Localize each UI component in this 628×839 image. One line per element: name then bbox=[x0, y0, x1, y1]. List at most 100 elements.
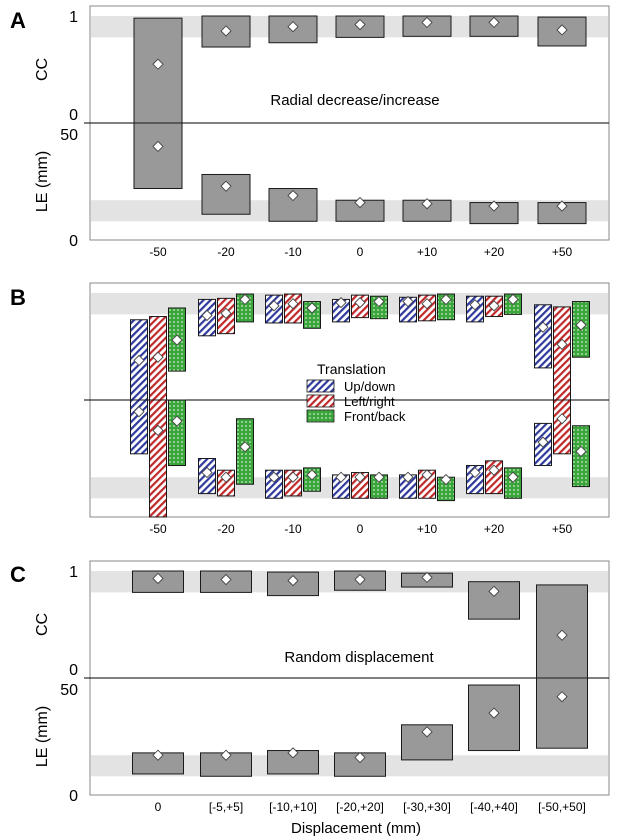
cc-median-marker-leftright bbox=[556, 338, 568, 350]
cc-median-marker-leftright bbox=[488, 300, 500, 312]
le-median-marker-updown bbox=[201, 466, 213, 479]
cc-median-marker bbox=[354, 18, 366, 31]
le-median-marker bbox=[287, 747, 299, 759]
cc-median-marker bbox=[152, 572, 164, 585]
tick-label-cc-1: 1 bbox=[69, 9, 78, 26]
le-median-marker-leftright bbox=[556, 413, 568, 425]
le-median-marker bbox=[220, 180, 232, 192]
x-tick-label: 0 bbox=[155, 800, 162, 814]
y-axis-label-cc: CC bbox=[34, 58, 51, 81]
cc-median-marker-updown bbox=[133, 354, 145, 367]
le-median-marker bbox=[287, 189, 299, 202]
cc-median-marker-frontback bbox=[373, 295, 385, 308]
le-median-marker bbox=[354, 751, 366, 764]
le-median-marker-frontback bbox=[171, 415, 183, 427]
tick-label-cc-0: 0 bbox=[69, 107, 78, 124]
legend-swatch-frontback bbox=[306, 409, 335, 423]
le-box-leftright bbox=[149, 399, 167, 518]
x-tick-label: [-20,+20] bbox=[336, 800, 384, 814]
le-box bbox=[133, 122, 183, 190]
x-tick-label: [-30,+30] bbox=[403, 800, 451, 814]
tick-label-cc-0: 0 bbox=[69, 662, 78, 679]
le-box-updown bbox=[130, 399, 148, 455]
cc-box-leftright bbox=[553, 306, 571, 401]
le-median-marker-frontback bbox=[440, 473, 452, 486]
x-tick-label: +10 bbox=[417, 522, 438, 536]
cc-median-marker bbox=[556, 24, 568, 36]
le-median-marker-leftright bbox=[220, 471, 232, 483]
cc-median-marker bbox=[354, 573, 366, 586]
cc-median-marker bbox=[556, 629, 568, 641]
le-box bbox=[536, 677, 588, 749]
cc-median-marker bbox=[421, 571, 433, 584]
cc-median-marker bbox=[488, 585, 500, 597]
le-median-marker-updown bbox=[402, 471, 414, 483]
panel-annotation: Radial decrease/increase bbox=[270, 92, 439, 109]
x-tick-label: 0 bbox=[357, 245, 364, 259]
le-box-leftright bbox=[553, 399, 571, 455]
y-axis-label-le: LE (mm) bbox=[34, 151, 51, 212]
x-tick-label: -20 bbox=[217, 245, 235, 259]
panel-letter: A bbox=[10, 8, 26, 33]
tick-label-cc-1: 1 bbox=[69, 564, 78, 581]
legend-swatch-leftright bbox=[306, 394, 335, 408]
panel-b: B -50 -20 -10 0 +10 +20 +50 Translation Up/dow… bbox=[10, 282, 610, 536]
le-box bbox=[201, 173, 251, 215]
le-median-marker bbox=[152, 140, 164, 153]
x-tick-label: -10 bbox=[284, 522, 302, 536]
cc-median-marker-updown bbox=[537, 321, 549, 333]
cc-median-marker-updown bbox=[268, 300, 280, 312]
legend: Translation Up/down Left/right Front/bac… bbox=[306, 361, 406, 424]
le-median-marker-frontback bbox=[575, 445, 587, 458]
le-box-frontback bbox=[168, 399, 186, 467]
cc-box bbox=[268, 15, 318, 44]
cc-median-marker-updown bbox=[469, 299, 481, 311]
cc-median-marker-leftright bbox=[220, 307, 232, 319]
le-median-marker-frontback bbox=[239, 441, 251, 453]
le-median-marker-updown bbox=[537, 436, 549, 448]
tick-label-le-50: 50 bbox=[60, 682, 78, 699]
tick-label-le-0: 0 bbox=[69, 233, 78, 250]
x-tick-label: [-10,+10] bbox=[269, 800, 317, 814]
cc-median-marker-frontback bbox=[507, 293, 519, 306]
x-tick-label: -10 bbox=[284, 245, 302, 259]
cc-box-updown bbox=[534, 304, 552, 369]
panel-a: A Radial decrease/increase CC LE (mm) 1 0 50… bbox=[10, 5, 610, 259]
x-tick-label: 0 bbox=[357, 522, 364, 536]
le-median-marker-frontback bbox=[507, 471, 519, 483]
x-tick-label: +50 bbox=[552, 522, 573, 536]
le-median-marker-updown bbox=[335, 471, 347, 483]
le-median-marker bbox=[152, 749, 164, 761]
cc-median-marker-frontback bbox=[575, 319, 587, 331]
le-median-marker bbox=[421, 198, 433, 210]
cc-median-marker-leftright bbox=[354, 296, 366, 309]
cc-median-marker-leftright bbox=[287, 298, 299, 310]
cc-median-marker-frontback bbox=[306, 302, 318, 314]
cc-median-marker bbox=[287, 21, 299, 33]
tick-label-le-50: 50 bbox=[60, 127, 78, 144]
legend-swatch-updown bbox=[306, 379, 335, 393]
panel-letter: C bbox=[10, 562, 26, 587]
cc-median-marker-frontback bbox=[171, 334, 183, 346]
le-median-marker-updown bbox=[268, 471, 280, 483]
le-median-marker-frontback bbox=[373, 471, 385, 483]
x-tick-label: [-40,+40] bbox=[470, 800, 518, 814]
panel-c: C Random displacement CC LE (mm) 1 0 50 0 0 [-5… bbox=[10, 560, 610, 814]
legend-label-updown: Up/down bbox=[344, 379, 395, 394]
le-median-marker bbox=[488, 707, 500, 719]
cc-median-marker bbox=[220, 25, 232, 37]
legend-label-frontback: Front/back bbox=[344, 409, 406, 424]
x-tick-label: -50 bbox=[149, 245, 167, 259]
le-median-marker bbox=[556, 200, 568, 212]
le-median-marker-frontback bbox=[306, 469, 318, 481]
cc-median-marker-updown bbox=[201, 309, 213, 322]
le-median-marker-leftright bbox=[488, 464, 500, 476]
x-tick-label: [-50,+50] bbox=[538, 800, 586, 814]
cc-median-marker-updown bbox=[402, 295, 414, 308]
y-axis-label-le: LE (mm) bbox=[34, 706, 51, 767]
panel-letter: B bbox=[10, 285, 26, 310]
le-median-marker-leftright bbox=[354, 471, 366, 483]
y-axis-label-cc: CC bbox=[34, 613, 51, 636]
x-tick-label: -50 bbox=[149, 522, 167, 536]
